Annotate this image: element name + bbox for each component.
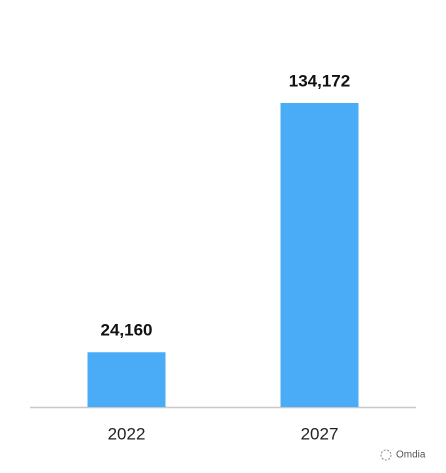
value-label: 24,160 bbox=[101, 321, 153, 340]
watermark: Omdia bbox=[396, 450, 426, 461]
bar bbox=[87, 352, 166, 407]
value-label: 134,172 bbox=[289, 71, 350, 90]
bar bbox=[280, 103, 359, 407]
watermark-icon bbox=[380, 449, 392, 461]
x-tick-label: 2022 bbox=[108, 424, 146, 443]
x-tick-label: 2027 bbox=[301, 424, 339, 443]
